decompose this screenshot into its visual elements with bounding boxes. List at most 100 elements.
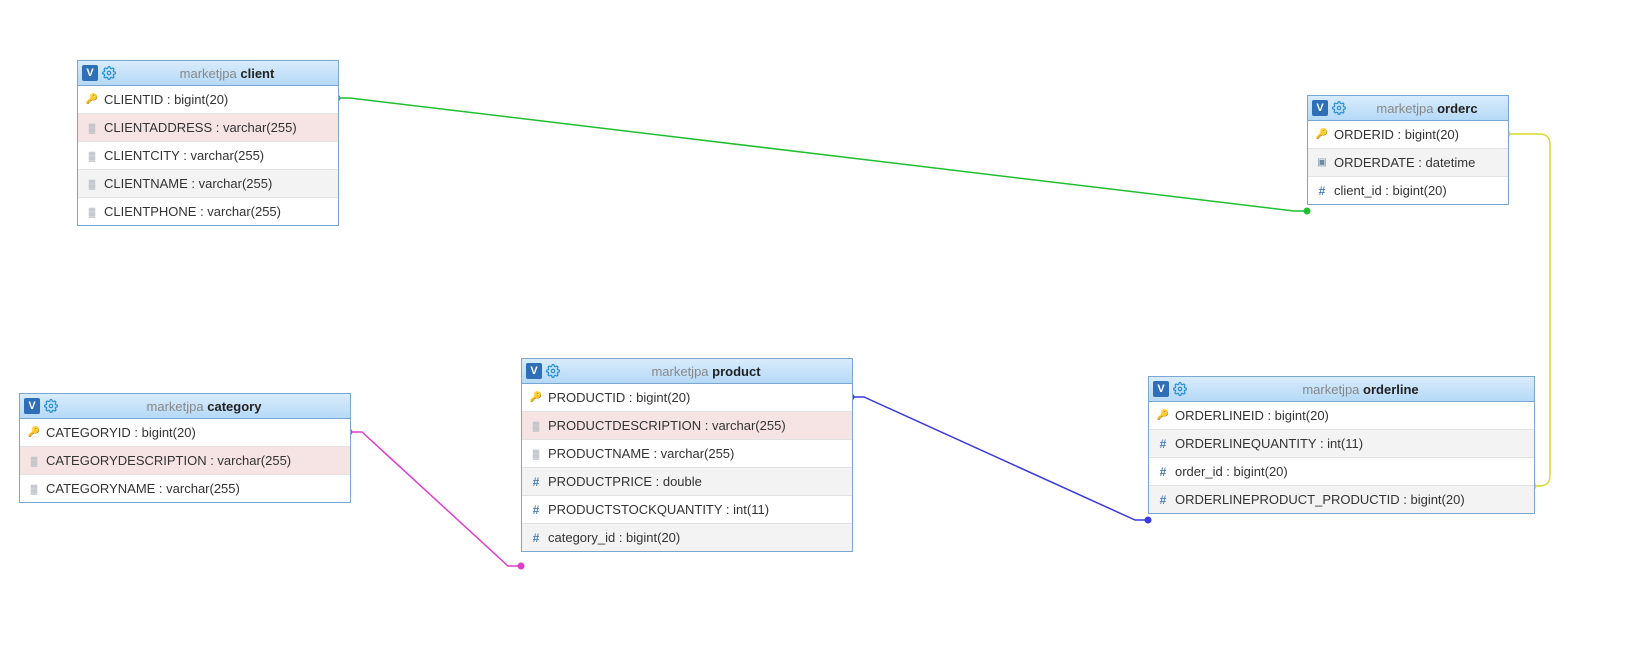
column-label: order_id : bigint(20) bbox=[1175, 464, 1288, 479]
column-label: ORDERID : bigint(20) bbox=[1334, 127, 1459, 142]
gear-icon[interactable] bbox=[1173, 382, 1187, 396]
key-icon: 🔑 bbox=[86, 94, 98, 105]
text-column-icon: ▓ bbox=[86, 207, 98, 217]
column-row[interactable]: # PRODUCTPRICE : double bbox=[522, 468, 852, 496]
column-label: ORDERLINEQUANTITY : int(11) bbox=[1175, 436, 1363, 451]
entity-orderline[interactable]: Vmarketjpa orderline 🔑 ORDERLINEID : bigin… bbox=[1148, 376, 1535, 514]
view-icon[interactable]: V bbox=[82, 65, 98, 81]
column-row[interactable]: #client_id : bigint(20) bbox=[1308, 177, 1508, 204]
entity-orderc[interactable]: Vmarketjpa orderc 🔑 ORDERID : bigint(20) ▣ O… bbox=[1307, 95, 1509, 205]
column-label: CLIENTPHONE : varchar(255) bbox=[104, 204, 281, 219]
entity-db-prefix: marketjpa bbox=[180, 66, 237, 81]
entity-header[interactable]: Vmarketjpa client bbox=[78, 61, 338, 86]
entity-db-prefix: marketjpa bbox=[1376, 101, 1433, 116]
view-icon[interactable]: V bbox=[1312, 100, 1328, 116]
number-column-icon: # bbox=[1157, 493, 1169, 507]
text-column-icon: ▓ bbox=[86, 179, 98, 189]
entity-title: marketjpa client bbox=[120, 66, 334, 81]
number-column-icon: # bbox=[1316, 184, 1328, 198]
column-label: PRODUCTPRICE : double bbox=[548, 474, 702, 489]
column-row[interactable]: # order_id : bigint(20) bbox=[1149, 458, 1534, 486]
entity-product[interactable]: Vmarketjpa product 🔑 PRODUCTID : bigint(20… bbox=[521, 358, 853, 552]
column-label: PRODUCTDESCRIPTION : varchar(255) bbox=[548, 418, 786, 433]
column-row[interactable]: ▓ CATEGORYNAME : varchar(255) bbox=[20, 475, 350, 502]
number-column-icon: # bbox=[1157, 437, 1169, 451]
number-column-icon: # bbox=[530, 531, 542, 545]
text-column-icon: ▓ bbox=[530, 449, 542, 459]
entity-name: client bbox=[240, 66, 274, 81]
column-label: ORDERLINEID : bigint(20) bbox=[1175, 408, 1329, 423]
column-row[interactable]: # ORDERLINEQUANTITY : int(11) bbox=[1149, 430, 1534, 458]
view-icon[interactable]: V bbox=[1153, 381, 1169, 397]
column-row[interactable]: 🔑 CATEGORYID : bigint(20) bbox=[20, 419, 350, 447]
column-label: CLIENTID : bigint(20) bbox=[104, 92, 228, 107]
number-column-icon: # bbox=[1157, 465, 1169, 479]
column-row[interactable]: ▣ ORDERDATE : datetime bbox=[1308, 149, 1508, 177]
gear-icon[interactable] bbox=[102, 66, 116, 80]
entity-title: marketjpa product bbox=[564, 364, 848, 379]
column-label: CATEGORYNAME : varchar(255) bbox=[46, 481, 240, 496]
entity-name: category bbox=[207, 399, 261, 414]
date-column-icon: ▣ bbox=[1316, 157, 1328, 168]
entity-db-prefix: marketjpa bbox=[1302, 382, 1359, 397]
view-icon[interactable]: V bbox=[24, 398, 40, 414]
text-column-icon: ▓ bbox=[28, 456, 40, 466]
column-row[interactable]: # category_id : bigint(20) bbox=[522, 524, 852, 551]
gear-icon[interactable] bbox=[546, 364, 560, 378]
column-label: category_id : bigint(20) bbox=[548, 530, 680, 545]
entity-name: orderc bbox=[1437, 101, 1477, 116]
column-row[interactable]: ▓ CLIENTNAME : varchar(255) bbox=[78, 170, 338, 198]
edge-endpoint bbox=[1145, 517, 1152, 524]
key-icon: 🔑 bbox=[530, 392, 542, 403]
column-row[interactable]: ▓CLIENTADDRESS : varchar(255) bbox=[78, 114, 338, 142]
column-label: CLIENTCITY : varchar(255) bbox=[104, 148, 264, 163]
entity-header[interactable]: Vmarketjpa orderline bbox=[1149, 377, 1534, 402]
key-icon: 🔑 bbox=[1157, 410, 1169, 421]
entity-client[interactable]: Vmarketjpa client 🔑 CLIENTID : bigint(20) ▓… bbox=[77, 60, 339, 226]
entity-name: orderline bbox=[1363, 382, 1419, 397]
entity-header[interactable]: Vmarketjpa orderc bbox=[1308, 96, 1508, 121]
text-column-icon: ▓ bbox=[530, 421, 542, 431]
entity-title: marketjpa category bbox=[62, 399, 346, 414]
entity-category[interactable]: Vmarketjpa category 🔑 CATEGORYID : bigint(… bbox=[19, 393, 351, 503]
column-row[interactable]: ▓ CATEGORYDESCRIPTION : varchar(255) bbox=[20, 447, 350, 475]
column-row[interactable]: ▓ CLIENTCITY : varchar(255) bbox=[78, 142, 338, 170]
column-label: PRODUCTNAME : varchar(255) bbox=[548, 446, 734, 461]
column-label: ORDERLINEPRODUCT_PRODUCTID : bigint(20) bbox=[1175, 492, 1465, 507]
column-row[interactable]: 🔑 CLIENTID : bigint(20) bbox=[78, 86, 338, 114]
text-column-icon: ▓ bbox=[86, 123, 98, 133]
key-icon: 🔑 bbox=[28, 427, 40, 438]
edge-product-orderline bbox=[851, 397, 1148, 520]
key-icon: 🔑 bbox=[1316, 129, 1328, 140]
column-label: PRODUCTSTOCKQUANTITY : int(11) bbox=[548, 502, 769, 517]
column-row[interactable]: 🔑 PRODUCTID : bigint(20) bbox=[522, 384, 852, 412]
column-row[interactable]: #PRODUCTSTOCKQUANTITY : int(11) bbox=[522, 496, 852, 524]
edge-category-product bbox=[349, 432, 521, 566]
column-label: CATEGORYID : bigint(20) bbox=[46, 425, 196, 440]
edge-endpoint bbox=[1304, 208, 1311, 215]
column-row[interactable]: ▓ PRODUCTNAME : varchar(255) bbox=[522, 440, 852, 468]
edge-endpoint bbox=[518, 563, 525, 570]
column-row[interactable]: # ORDERLINEPRODUCT_PRODUCTID : bigint(20) bbox=[1149, 486, 1534, 513]
entity-title: marketjpa orderline bbox=[1191, 382, 1530, 397]
number-column-icon: # bbox=[530, 475, 542, 489]
column-row[interactable]: 🔑 ORDERLINEID : bigint(20) bbox=[1149, 402, 1534, 430]
entity-name: product bbox=[712, 364, 760, 379]
entity-header[interactable]: Vmarketjpa category bbox=[20, 394, 350, 419]
text-column-icon: ▓ bbox=[28, 484, 40, 494]
edge-client-orderc bbox=[337, 98, 1307, 211]
column-label: ORDERDATE : datetime bbox=[1334, 155, 1475, 170]
entity-header[interactable]: Vmarketjpa product bbox=[522, 359, 852, 384]
column-label: CATEGORYDESCRIPTION : varchar(255) bbox=[46, 453, 291, 468]
view-icon[interactable]: V bbox=[526, 363, 542, 379]
entity-db-prefix: marketjpa bbox=[147, 399, 204, 414]
gear-icon[interactable] bbox=[44, 399, 58, 413]
column-row[interactable]: ▓ PRODUCTDESCRIPTION : varchar(255) bbox=[522, 412, 852, 440]
column-row[interactable]: 🔑 ORDERID : bigint(20) bbox=[1308, 121, 1508, 149]
column-label: PRODUCTID : bigint(20) bbox=[548, 390, 690, 405]
gear-icon[interactable] bbox=[1332, 101, 1346, 115]
text-column-icon: ▓ bbox=[86, 151, 98, 161]
entity-title: marketjpa orderc bbox=[1350, 101, 1504, 116]
column-label: CLIENTNAME : varchar(255) bbox=[104, 176, 272, 191]
column-row[interactable]: ▓ CLIENTPHONE : varchar(255) bbox=[78, 198, 338, 225]
